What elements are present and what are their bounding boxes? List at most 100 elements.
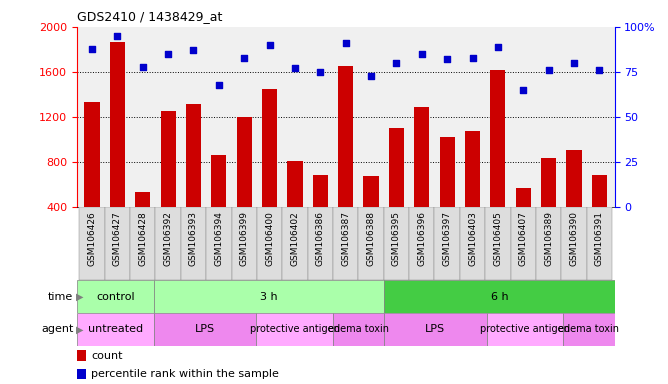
Point (87, 45, 98, 51)
Text: 3 h: 3 h (260, 291, 278, 302)
Bar (566, 150, 582, 253)
Text: GSM106391: GSM106391 (595, 211, 604, 266)
Point (112, 33, 123, 39)
Bar (338, 66, 353, 253)
Bar (232, 207, 257, 280)
Bar (541, 158, 556, 253)
Text: 6 h: 6 h (490, 291, 508, 302)
Bar (486, 313, 563, 346)
Text: GSM106394: GSM106394 (214, 211, 223, 266)
Bar (79, 207, 105, 280)
Point (543, 67, 554, 73)
Bar (440, 137, 455, 253)
Bar (257, 207, 283, 280)
Text: GSM106399: GSM106399 (240, 211, 248, 266)
Bar (287, 161, 303, 253)
Bar (130, 207, 156, 280)
Bar (77, 313, 154, 346)
Bar (363, 176, 379, 253)
Bar (434, 207, 460, 280)
Bar (414, 107, 430, 253)
Point (467, 55, 478, 61)
Text: GSM106395: GSM106395 (392, 211, 401, 266)
Bar (154, 280, 384, 313)
Point (341, 40, 351, 46)
Text: GSM106405: GSM106405 (494, 211, 502, 266)
Bar (313, 175, 328, 253)
Text: GSM106392: GSM106392 (164, 211, 172, 266)
Point (568, 60, 579, 66)
Text: GSM106397: GSM106397 (443, 211, 452, 266)
Text: protective antigen: protective antigen (480, 324, 570, 334)
Point (188, 47, 199, 53)
Bar (592, 175, 607, 253)
Point (518, 87, 528, 93)
Text: time: time (48, 291, 73, 302)
Point (315, 69, 326, 75)
Point (391, 60, 401, 66)
Point (214, 81, 224, 88)
Text: count: count (92, 351, 123, 361)
Bar (181, 207, 206, 280)
Bar (383, 207, 409, 280)
Point (138, 63, 148, 70)
Text: GSM106396: GSM106396 (418, 211, 426, 266)
Point (265, 42, 275, 48)
Point (492, 44, 503, 50)
Text: GSM106407: GSM106407 (519, 211, 528, 266)
Bar (283, 207, 308, 280)
Text: edema toxin: edema toxin (558, 324, 619, 334)
Text: LPS: LPS (195, 324, 215, 334)
Point (163, 51, 174, 57)
Bar (358, 207, 383, 280)
Bar (156, 207, 181, 280)
Text: GSM106403: GSM106403 (468, 211, 477, 266)
Bar (460, 207, 485, 280)
Text: agent: agent (41, 324, 73, 334)
Bar (77, 280, 154, 313)
Text: edema toxin: edema toxin (328, 324, 389, 334)
Point (365, 73, 376, 79)
Text: GSM106393: GSM106393 (189, 211, 198, 266)
Bar (110, 41, 125, 253)
Bar (389, 128, 404, 253)
Text: GSM106388: GSM106388 (367, 211, 375, 266)
Bar (256, 313, 333, 346)
Bar (485, 207, 510, 280)
Bar (490, 70, 506, 253)
Point (239, 55, 250, 61)
Bar (536, 207, 561, 280)
Bar (384, 313, 486, 346)
Bar (154, 313, 256, 346)
Bar (77, 350, 86, 361)
Text: GSM106389: GSM106389 (544, 211, 553, 266)
Bar (135, 192, 150, 253)
Bar (409, 207, 434, 280)
Bar (84, 103, 100, 253)
Bar (186, 104, 201, 253)
Text: GSM106402: GSM106402 (291, 211, 299, 266)
Point (594, 67, 605, 73)
Bar (105, 207, 130, 280)
Text: GDS2410 / 1438429_at: GDS2410 / 1438429_at (77, 10, 222, 23)
Text: GSM106386: GSM106386 (316, 211, 325, 266)
Bar (510, 207, 536, 280)
Bar (206, 207, 232, 280)
Bar (236, 117, 252, 253)
Bar (160, 111, 176, 253)
Text: GSM106400: GSM106400 (265, 211, 274, 266)
Text: GSM106387: GSM106387 (341, 211, 350, 266)
Text: GSM106428: GSM106428 (138, 211, 147, 266)
Text: GSM106426: GSM106426 (88, 211, 97, 266)
Bar (333, 207, 358, 280)
Text: GSM106390: GSM106390 (570, 211, 578, 266)
Bar (333, 313, 384, 346)
Point (416, 51, 427, 57)
Bar (561, 207, 587, 280)
Text: ▶: ▶ (76, 291, 84, 302)
Bar (516, 188, 531, 253)
Text: GSM106427: GSM106427 (113, 211, 122, 266)
Text: ▶: ▶ (76, 324, 84, 334)
Text: untreated: untreated (88, 324, 143, 334)
Bar (262, 89, 277, 253)
